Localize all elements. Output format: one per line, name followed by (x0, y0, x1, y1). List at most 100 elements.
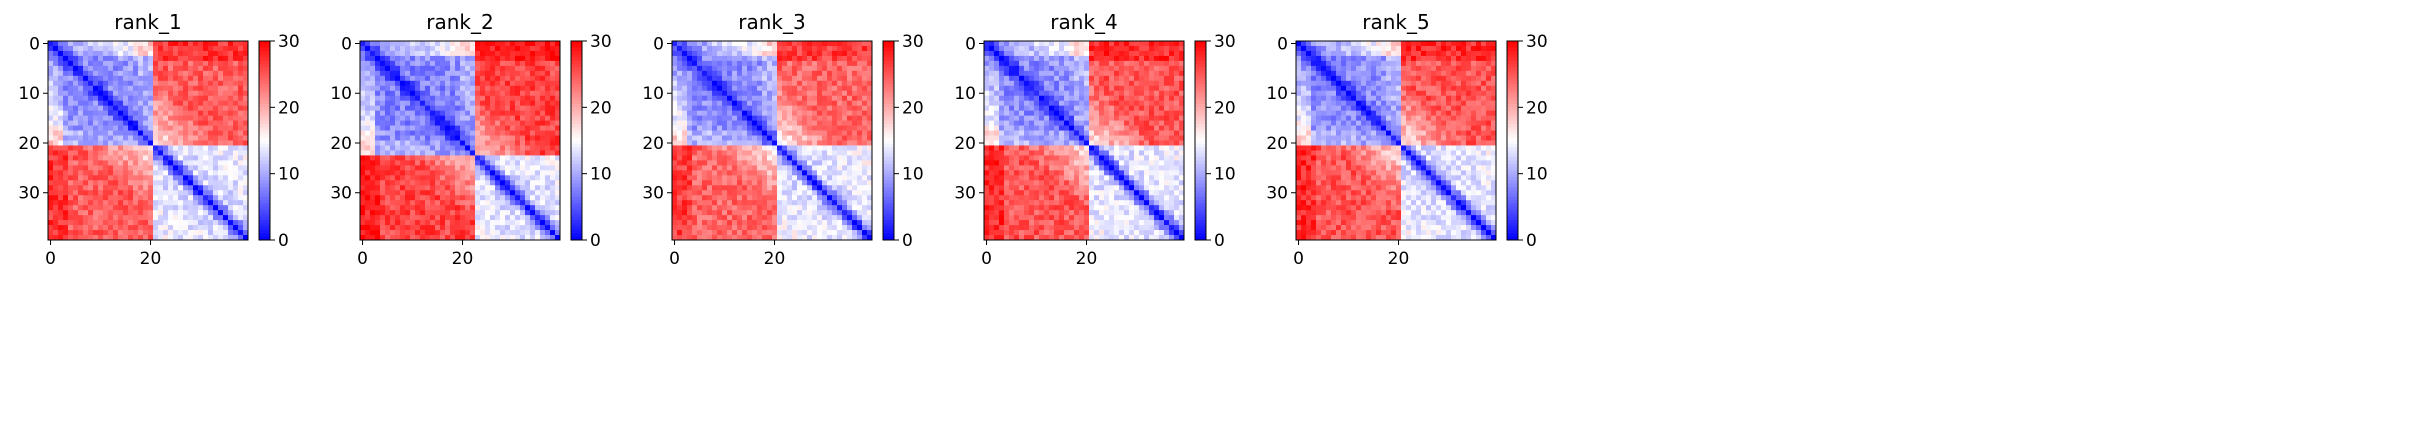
heatmap-cell (48, 130, 54, 136)
heatmap-cell (178, 150, 184, 156)
colorbar-segment (259, 133, 270, 138)
heatmap-cell (178, 90, 184, 97)
heatmap-cell (88, 180, 94, 186)
heatmap-cell (183, 125, 189, 131)
heatmap-cell (535, 160, 541, 166)
heatmap-cell (867, 165, 873, 171)
heatmap-cell (515, 150, 521, 156)
heatmap-cell (545, 150, 551, 156)
heatmap-cell (88, 75, 94, 82)
heatmap-cell (88, 155, 94, 161)
heatmap-cell (470, 180, 476, 186)
heatmap-cell (545, 200, 551, 206)
heatmap-cell (455, 205, 461, 211)
colorbar-segment (259, 236, 270, 241)
heatmap-cell (812, 90, 818, 97)
heatmap-cell (475, 210, 481, 216)
heatmap-cell (88, 165, 94, 171)
heatmap-cell (385, 205, 391, 211)
heatmap-cell (430, 60, 436, 67)
heatmap-cell (138, 200, 144, 206)
heatmap-cell (173, 65, 179, 72)
heatmap-cell (782, 120, 788, 126)
heatmap-cell (183, 220, 189, 226)
heatmap-cell (118, 210, 124, 216)
heatmap-cell (465, 165, 471, 171)
heatmap-cell (757, 225, 763, 231)
heatmap-cell (802, 160, 808, 166)
heatmap-cell (687, 100, 693, 107)
colorbar-segment (883, 67, 894, 72)
heatmap-cell (490, 135, 496, 141)
heatmap-cell (847, 115, 853, 121)
heatmap-cell (767, 135, 773, 141)
heatmap-cell (490, 230, 496, 236)
heatmap-cell (722, 235, 728, 241)
heatmap-cell (767, 120, 773, 126)
heatmap-cell (78, 65, 84, 72)
heatmap-cell (672, 235, 678, 241)
heatmap-cell (228, 70, 234, 77)
heatmap-cell (802, 65, 808, 72)
heatmap-cell (385, 60, 391, 67)
heatmap-cell (535, 100, 541, 107)
heatmap-cell (400, 170, 406, 176)
heatmap-cell (767, 50, 773, 57)
heatmap-cell (832, 225, 838, 231)
heatmap-cell (208, 85, 214, 92)
heatmap-cell (465, 95, 471, 102)
heatmap-cell (672, 70, 678, 77)
heatmap-cell (490, 185, 496, 191)
heatmap-cell (807, 41, 813, 47)
heatmap-cell (238, 170, 244, 176)
heatmap-cell (178, 160, 184, 166)
heatmap-cell (83, 75, 89, 82)
heatmap-cell (812, 75, 818, 82)
heatmap-cell (737, 45, 743, 52)
heatmap-cell (742, 190, 748, 196)
heatmap-cell (183, 170, 189, 176)
heatmap-cell (812, 60, 818, 67)
heatmap-cell (233, 120, 239, 126)
heatmap-cell (68, 120, 74, 126)
heatmap-cell (727, 185, 733, 191)
heatmap-cell (108, 110, 114, 116)
heatmap-cell (792, 180, 798, 186)
heatmap-cell (133, 65, 139, 72)
y-tick-label: 20 (642, 134, 664, 154)
heatmap-cell (455, 150, 461, 156)
heatmap-cell (697, 100, 703, 107)
heatmap-cell (802, 120, 808, 126)
heatmap-cell (732, 225, 738, 231)
heatmap-cell (510, 235, 516, 241)
heatmap-cell (178, 41, 184, 47)
heatmap-cell (687, 175, 693, 181)
heatmap-cell (183, 120, 189, 126)
heatmap-cell (208, 230, 214, 236)
heatmap-cell (420, 145, 426, 151)
heatmap-cell (555, 130, 561, 136)
heatmap-cell (390, 175, 396, 181)
heatmap-cell (218, 65, 224, 72)
heatmap-cell (370, 85, 376, 92)
heatmap-cell (188, 140, 194, 146)
heatmap-cell (440, 185, 446, 191)
heatmap-cell (727, 160, 733, 166)
heatmap-cell (470, 75, 476, 82)
heatmap-cell (817, 41, 823, 47)
heatmap-cell (485, 150, 491, 156)
colorbar-segment (571, 90, 582, 95)
heatmap-cell (817, 70, 823, 77)
heatmap-cell (178, 110, 184, 116)
heatmap-cell (672, 155, 678, 161)
heatmap-cell (722, 175, 728, 181)
heatmap-cell (752, 155, 758, 161)
heatmap-cell (767, 70, 773, 77)
heatmap-cell (360, 230, 366, 236)
heatmap-cell (510, 70, 516, 77)
heatmap-cell (712, 41, 718, 47)
heatmap-cell (550, 180, 556, 186)
heatmap-cell (717, 215, 723, 221)
heatmap-cell (727, 125, 733, 131)
heatmap-cell (243, 220, 249, 226)
